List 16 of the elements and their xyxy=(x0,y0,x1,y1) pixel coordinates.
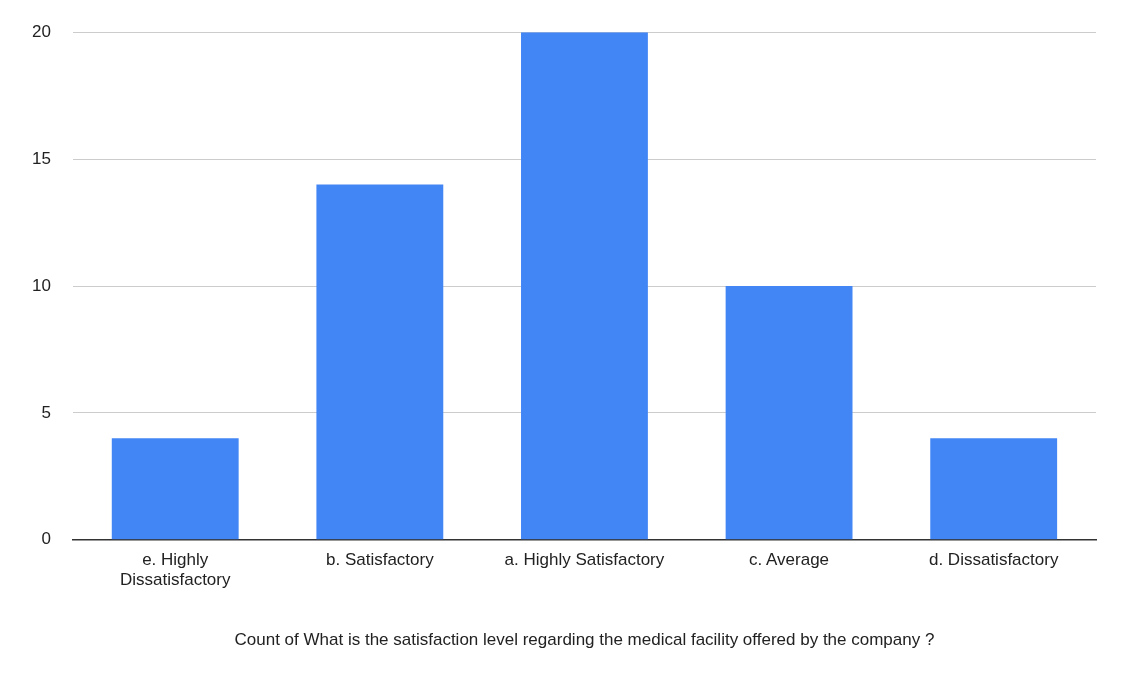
bar xyxy=(930,438,1058,540)
x-tick-label: d. Dissatisfactory xyxy=(928,549,1059,569)
bar xyxy=(725,286,853,540)
x-tick-label: b. Satisfactory xyxy=(325,549,435,569)
bar xyxy=(316,184,444,540)
y-tick-label: 0 xyxy=(41,529,51,549)
y-tick-label: 5 xyxy=(41,402,51,422)
y-tick-label: 15 xyxy=(31,148,51,168)
x-axis-title: Count of What is the satisfaction level regarding the medical facility offered by the company ? xyxy=(234,630,935,650)
y-tick-label: 20 xyxy=(31,21,51,41)
x-tick-label: e. Highly Dissatisfactory xyxy=(119,549,231,590)
y-tick-label: 10 xyxy=(31,275,51,295)
bar xyxy=(111,438,239,540)
bar xyxy=(521,32,648,540)
x-tick-label: a. Highly Satisfactory xyxy=(504,549,665,569)
x-tick-label: c. Average xyxy=(749,549,830,569)
